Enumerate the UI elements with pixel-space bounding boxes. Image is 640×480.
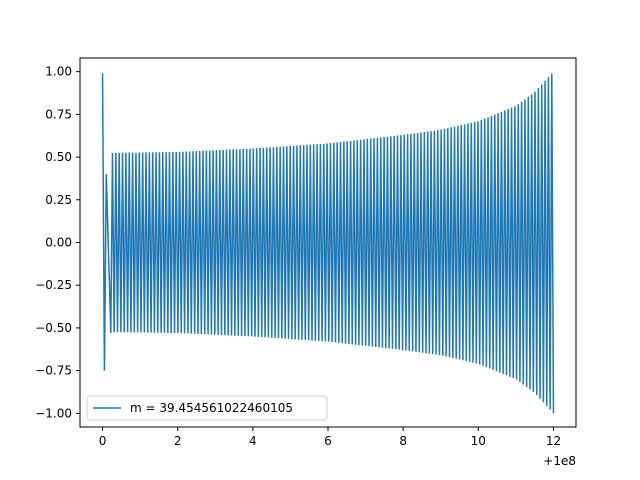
y-tick-label: −1.00: [35, 406, 72, 420]
x-tick-label: 8: [399, 434, 407, 448]
series-group: [101, 73, 555, 414]
x-tick-label: 12: [546, 434, 561, 448]
x-tick-label: 2: [174, 434, 182, 448]
y-tick-label: 1.00: [45, 65, 72, 79]
x-tick-label: 10: [471, 434, 486, 448]
y-tick-label: 0.75: [45, 107, 72, 121]
legend-label: m = 39.454561022460105: [130, 401, 293, 415]
legend: m = 39.454561022460105: [86, 395, 328, 421]
y-tick-label: −0.50: [35, 321, 72, 335]
y-tick-label: 0.25: [45, 193, 72, 207]
y-axis: 1.00 0.75 0.50 0.25 0.00 −0.25 −0.50 −0.75 −1.00: [35, 65, 80, 420]
x-tick-label: 6: [324, 434, 332, 448]
x-axis: 0 2 4 6 8 10 12: [99, 427, 561, 448]
y-tick-label: −0.75: [35, 364, 72, 378]
legend-box: [86, 395, 328, 421]
y-tick-label: 0.50: [45, 150, 72, 164]
x-offset-label: +1e8: [543, 454, 576, 468]
x-tick-label: 4: [249, 434, 257, 448]
y-tick-label: −0.25: [35, 278, 72, 292]
x-tick-label: 0: [99, 434, 107, 448]
series-line: [101, 73, 555, 414]
y-tick-label: 0.00: [45, 236, 72, 250]
